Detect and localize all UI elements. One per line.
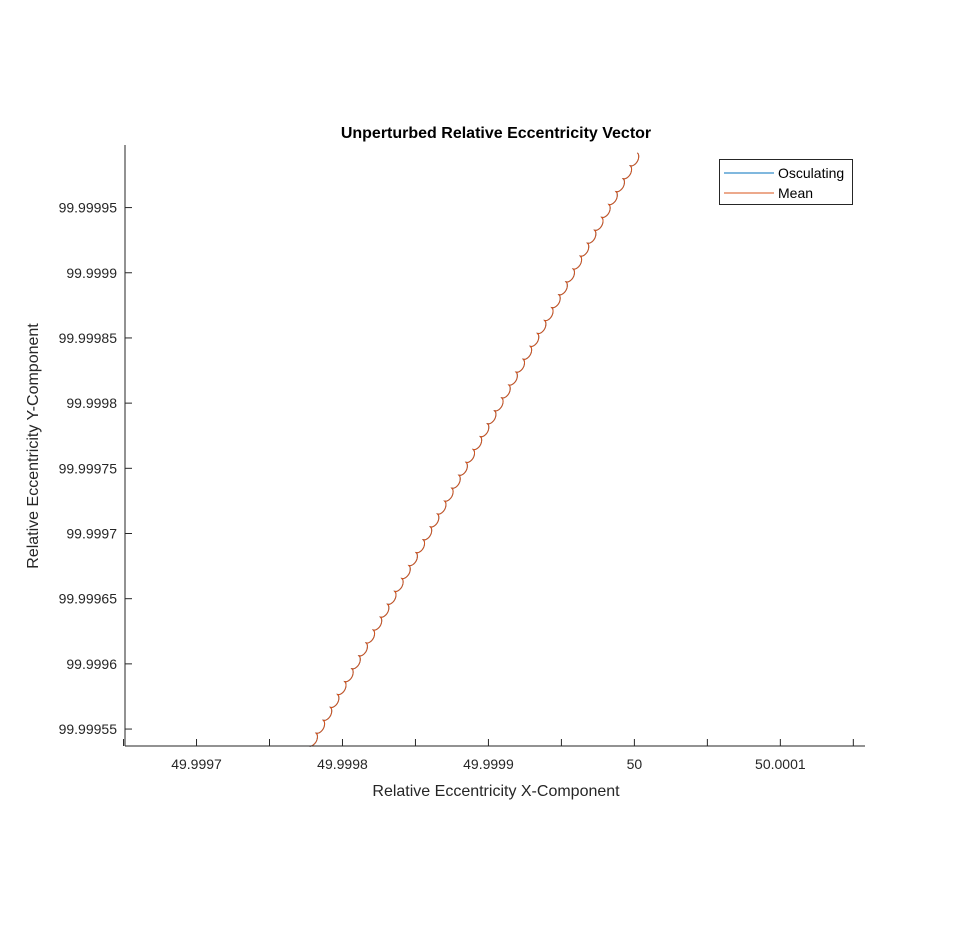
y-tick-label: 99.9996 xyxy=(66,656,117,672)
x-axis-label: Relative Eccentricity X-Component xyxy=(372,783,620,800)
x-tick-label: 50.0001 xyxy=(755,756,806,772)
y-tick-label: 99.99995 xyxy=(59,200,118,216)
x-tick-label: 49.9999 xyxy=(463,756,514,772)
y-axis-label: Relative Eccentricity Y-Component xyxy=(25,323,42,569)
y-ticks: 99.99955 99.9996 99.99965 99.9997 99.99975 99… xyxy=(59,200,132,737)
x-tick-label: 49.9997 xyxy=(171,756,222,772)
y-tick-label: 99.99975 xyxy=(59,460,118,476)
legend: Osculating Mean xyxy=(719,159,853,205)
legend-label-osculating: Osculating xyxy=(778,165,844,181)
y-tick-label: 99.99955 xyxy=(59,721,118,737)
y-tick-label: 99.9999 xyxy=(66,265,117,281)
series-line-mean xyxy=(308,152,640,747)
x-ticks: 49.9997 49.9998 49.9999 50 50.0001 xyxy=(123,739,854,772)
legend-label-mean: Mean xyxy=(778,185,813,201)
legend-box xyxy=(719,159,853,205)
plot-area xyxy=(125,145,865,746)
x-tick-label: 49.9998 xyxy=(317,756,368,772)
x-tick-label: 50 xyxy=(627,756,643,772)
y-tick-label: 99.9997 xyxy=(66,525,117,541)
chart-title: Unperturbed Relative Eccentricity Vector xyxy=(341,125,651,142)
y-tick-label: 99.9998 xyxy=(66,395,117,411)
y-tick-label: 99.99965 xyxy=(59,591,118,607)
series-layer xyxy=(308,152,640,747)
y-tick-label: 99.99985 xyxy=(59,330,118,346)
